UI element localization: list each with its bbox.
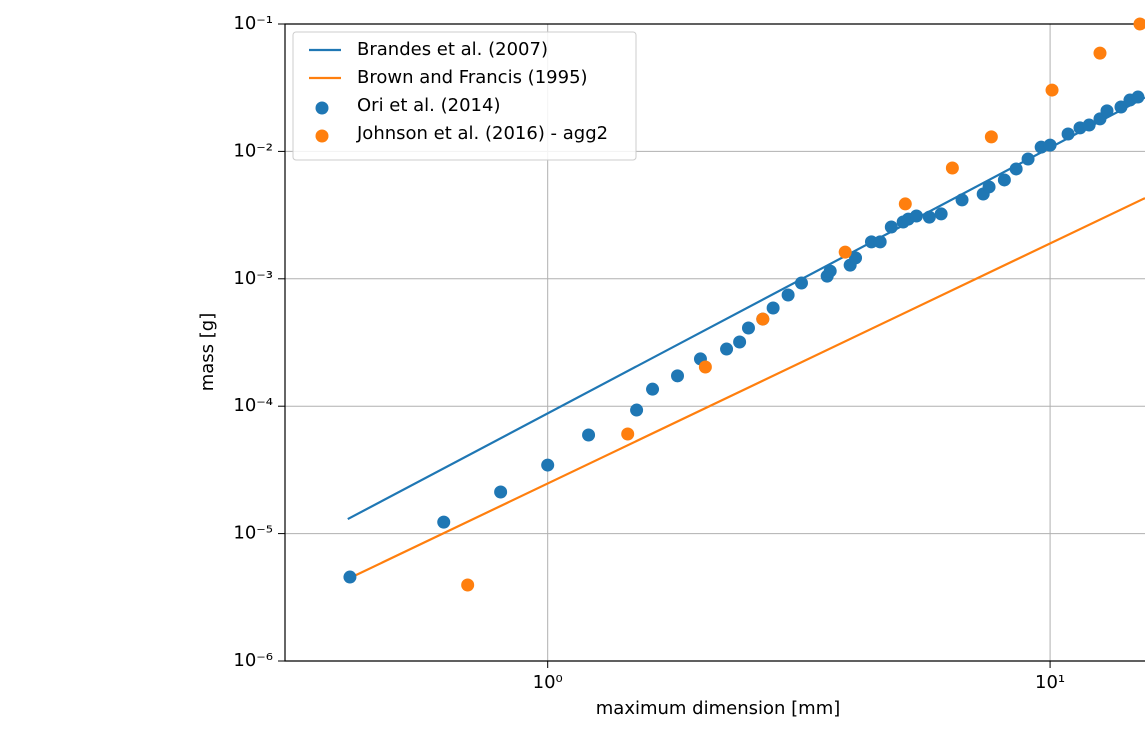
data-point xyxy=(1021,152,1035,166)
x-axis-label: maximum dimension [mm] xyxy=(596,698,841,719)
legend: Brandes et al. (2007) Brown and Francis (… xyxy=(292,31,637,161)
data-point xyxy=(671,369,685,383)
data-point xyxy=(955,193,969,207)
x-tick-label: 10⁰ xyxy=(533,672,563,693)
data-point xyxy=(838,245,852,259)
data-point xyxy=(922,210,936,224)
data-point xyxy=(494,485,508,499)
y-tick-label: 10⁻¹ xyxy=(233,13,273,34)
data-point xyxy=(884,220,898,234)
data-point xyxy=(437,515,451,529)
data-point xyxy=(1093,46,1107,60)
legend-box xyxy=(292,31,637,161)
y-tick-label: 10⁻³ xyxy=(233,268,273,289)
legend-swatch xyxy=(315,129,329,143)
data-point xyxy=(984,130,998,144)
series-line xyxy=(347,197,1145,581)
data-point xyxy=(766,301,780,315)
data-point xyxy=(1133,17,1145,31)
y-tick-label: 10⁻⁴ xyxy=(233,395,273,416)
data-point xyxy=(1131,90,1145,104)
data-point xyxy=(823,264,837,278)
data-point xyxy=(461,578,475,592)
data-point xyxy=(1043,138,1057,152)
data-point xyxy=(756,312,770,326)
data-point xyxy=(582,428,596,442)
data-point xyxy=(621,427,635,441)
data-point xyxy=(1009,162,1023,176)
legend-label: Brown and Francis (1995) xyxy=(357,67,588,88)
data-point xyxy=(1100,104,1114,118)
data-point xyxy=(1045,83,1059,97)
data-point xyxy=(873,235,887,249)
axes-frame xyxy=(284,23,1145,662)
x-tick-label: 10¹ xyxy=(1035,672,1065,693)
data-point xyxy=(1082,118,1096,132)
legend-label: Ori et al. (2014) xyxy=(357,95,500,116)
data-point xyxy=(794,276,808,290)
data-point xyxy=(720,342,734,356)
data-point xyxy=(898,197,912,211)
data-point xyxy=(698,360,712,374)
y-axis-label: mass [g] xyxy=(197,313,218,392)
legend-label: Johnson et al. (2016) - agg2 xyxy=(356,123,608,144)
y-tick-label: 10⁻⁶ xyxy=(233,650,273,671)
data-point xyxy=(997,173,1011,187)
data-point xyxy=(849,251,863,265)
y-tick-label: 10⁻⁵ xyxy=(233,523,273,544)
data-point xyxy=(934,207,948,221)
data-point xyxy=(781,288,795,302)
data-point xyxy=(646,382,660,396)
y-tick-label: 10⁻² xyxy=(233,140,273,161)
data-point xyxy=(1114,100,1128,114)
data-point xyxy=(733,335,747,349)
data-point xyxy=(945,161,959,175)
data-point xyxy=(982,180,996,194)
data-point xyxy=(741,321,755,335)
data-point xyxy=(343,570,357,584)
legend-swatch xyxy=(315,101,329,115)
data-point xyxy=(909,209,923,223)
data-point xyxy=(1061,127,1075,141)
data-point xyxy=(630,403,644,417)
data-point xyxy=(541,458,555,472)
legend-label: Brandes et al. (2007) xyxy=(357,39,548,60)
